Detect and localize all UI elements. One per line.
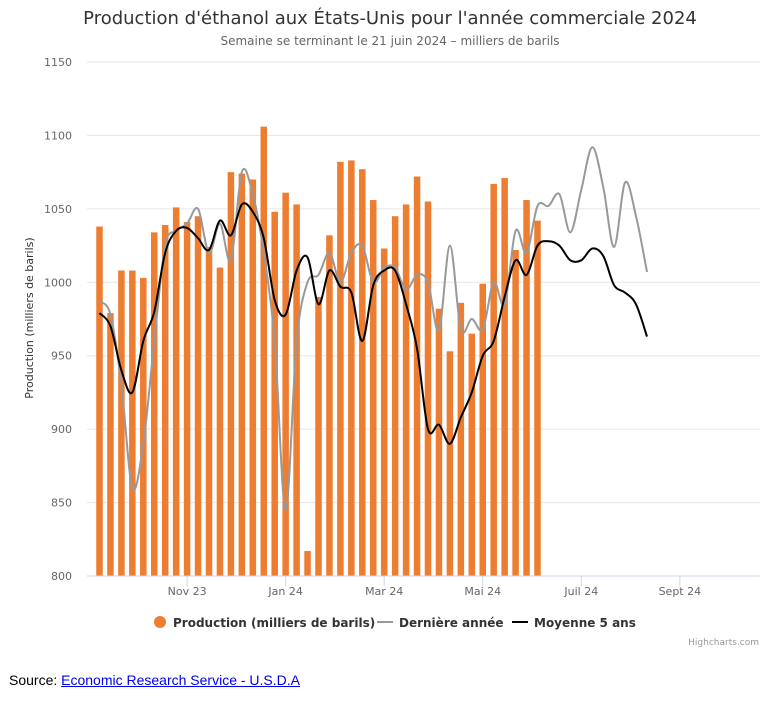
y-tick-label: 1050 [44, 203, 72, 216]
ethanol-production-chart: Production d'éthanol aux États-Unis pour… [23, 7, 760, 648]
production-bar[interactable] [380, 248, 388, 576]
production-bar[interactable] [161, 225, 169, 577]
production-bar[interactable] [413, 176, 421, 576]
production-bar[interactable] [457, 302, 465, 576]
production-bar[interactable] [227, 172, 235, 576]
chart-container: Production d'éthanol aux États-Unis pour… [23, 7, 760, 648]
production-bar[interactable] [523, 200, 530, 576]
legend-item-avg5[interactable]: Moyenne 5 ans [512, 616, 636, 630]
legend-label-production: Production (milliers de barils) [173, 616, 375, 630]
production-bar[interactable] [370, 200, 377, 576]
production-bar[interactable] [172, 207, 180, 577]
production-bar[interactable] [118, 270, 125, 576]
production-bar[interactable] [501, 178, 508, 576]
line-series [98, 146, 648, 511]
production-bar[interactable] [183, 222, 191, 576]
y-tick-label: 1150 [44, 56, 72, 69]
production-bars [96, 126, 541, 577]
x-tick-label: Juil 24 [563, 585, 598, 598]
x-tick-label: Jan 24 [267, 585, 302, 598]
production-bar[interactable] [391, 216, 399, 576]
chart-subtitle: Semaine se terminant le 21 juin 2024 – m… [220, 34, 559, 48]
production-bar[interactable] [260, 126, 268, 577]
production-bar[interactable] [534, 220, 541, 576]
production-bar[interactable] [304, 551, 311, 576]
production-bar[interactable] [96, 226, 103, 577]
production-bar[interactable] [490, 183, 497, 577]
five-year-average-line[interactable] [98, 202, 648, 445]
y-axis-label: Production (milliers de barils) [23, 237, 36, 398]
legend-label-avg5: Moyenne 5 ans [534, 616, 636, 630]
y-tick-label: 900 [51, 423, 72, 436]
production-bar[interactable] [315, 296, 322, 576]
source-line: Source: Economic Research Service - U.S.… [9, 672, 300, 688]
production-bar[interactable] [512, 249, 519, 576]
production-bar[interactable] [238, 173, 246, 576]
production-bar[interactable] [359, 169, 366, 576]
x-tick-label: Mai 24 [464, 585, 501, 598]
credits-link[interactable]: Highcharts.com [688, 638, 759, 648]
production-bar[interactable] [271, 211, 278, 576]
production-bar[interactable] [194, 216, 202, 576]
production-bar[interactable] [140, 277, 147, 576]
production-bar[interactable] [282, 192, 289, 576]
y-tick-label: 1100 [44, 129, 72, 142]
legend-marker-production [154, 616, 166, 628]
production-bar[interactable] [151, 232, 158, 576]
legend-item-last-year[interactable]: Dernière année [377, 616, 504, 630]
production-bar[interactable] [402, 204, 410, 577]
production-bar[interactable] [435, 308, 443, 576]
last-year-line[interactable] [98, 146, 648, 511]
legend-item-production[interactable]: Production (milliers de barils) [154, 616, 375, 630]
y-tick-label: 950 [51, 350, 72, 363]
production-bar[interactable] [337, 161, 344, 576]
legend-label-last-year: Dernière année [399, 616, 504, 630]
production-bar[interactable] [107, 313, 114, 576]
x-tick-label: Sept 24 [659, 585, 702, 598]
production-bar[interactable] [424, 201, 432, 576]
production-bar[interactable] [479, 283, 487, 576]
x-tick-label: Mar 24 [365, 585, 403, 598]
chart-title: Production d'éthanol aux États-Unis pour… [83, 7, 697, 29]
source-link[interactable]: Economic Research Service - U.S.D.A [61, 672, 300, 688]
y-tick-label: 850 [51, 497, 72, 510]
production-bar[interactable] [249, 179, 257, 576]
y-tick-label: 800 [51, 570, 72, 583]
production-bar[interactable] [216, 267, 224, 576]
production-bar[interactable] [446, 351, 454, 576]
production-bar[interactable] [468, 333, 476, 576]
x-axis-ticks: Nov 23 Jan 24 Mar 24 Mai 24 Juil 24 Sept 24 [168, 576, 702, 598]
source-label: Source: [9, 672, 58, 688]
x-tick-label: Nov 23 [168, 585, 207, 598]
legend: Production (milliers de barils) Dernière… [154, 616, 636, 630]
production-bar[interactable] [205, 247, 213, 577]
production-bar[interactable] [293, 204, 300, 577]
y-tick-label: 1000 [44, 276, 72, 289]
y-axis-ticks: 800 850 900 950 1000 1050 1100 1150 [44, 56, 72, 583]
production-bar[interactable] [326, 235, 333, 576]
production-bar[interactable] [129, 270, 136, 576]
production-bar[interactable] [348, 160, 355, 576]
